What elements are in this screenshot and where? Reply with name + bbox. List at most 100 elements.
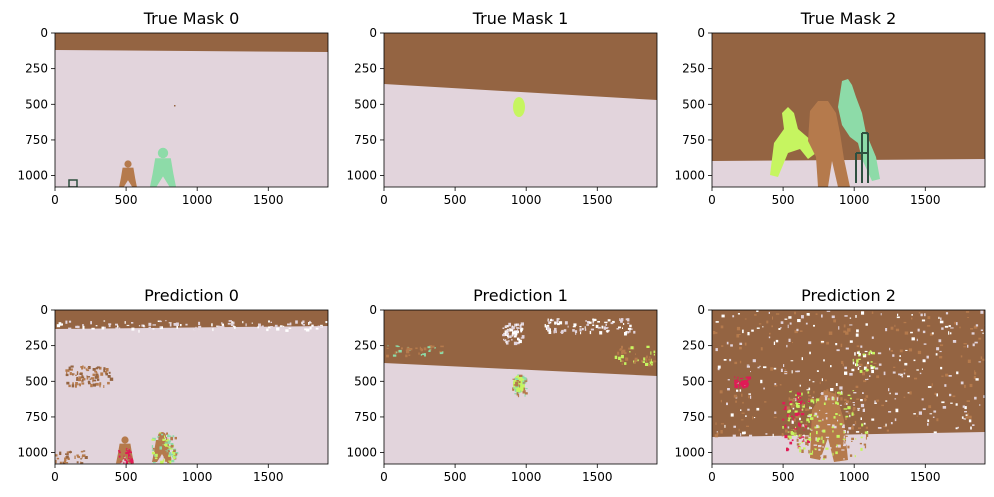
- false-negative-patch: [627, 318, 630, 322]
- background-noise: [911, 317, 913, 320]
- background-noise: [727, 388, 730, 391]
- background-noise: [716, 432, 719, 435]
- background-noise: [921, 319, 926, 322]
- background-noise: [892, 371, 896, 374]
- pred-player-lime: [801, 408, 804, 411]
- boundary-noise: [618, 357, 620, 360]
- pred-cluster-noise: [853, 404, 855, 406]
- background-noise: [916, 369, 919, 371]
- pred-player-lime: [801, 441, 804, 444]
- false-negative-patch: [572, 329, 575, 332]
- pred-player-lime: [797, 436, 801, 438]
- corner-noise: [81, 455, 83, 459]
- background-noise: [735, 400, 737, 403]
- background-noise: [839, 386, 843, 390]
- false-negative-patch: [595, 324, 599, 328]
- false-positive-patch: [71, 384, 75, 388]
- background-noise: [966, 400, 970, 402]
- pred-player-noise: [522, 380, 526, 383]
- background-noise: [775, 339, 779, 343]
- background-noise: [856, 345, 860, 348]
- background-noise: [963, 418, 966, 420]
- background-noise: [846, 430, 849, 434]
- pred-player-lime: [790, 429, 794, 431]
- corner-noise: [82, 454, 86, 457]
- background-noise: [939, 356, 943, 359]
- x-tick-label: 0: [708, 470, 716, 484]
- false-negative-patch: [573, 323, 577, 326]
- magenta-blob: [734, 381, 738, 384]
- pred-cluster-noise: [845, 411, 849, 413]
- false-positive-patch: [78, 376, 82, 378]
- pred-keeper-noise: [867, 361, 870, 365]
- background-noise: [973, 325, 978, 329]
- boundary-noise: [138, 325, 141, 327]
- magenta-blob: [737, 381, 740, 383]
- pred-player-lime: [787, 435, 790, 438]
- pred-cluster-noise: [864, 445, 867, 449]
- pred-cluster-noise: [822, 440, 825, 444]
- background-noise: [982, 332, 984, 334]
- background-noise: [852, 424, 855, 426]
- background-noise: [931, 383, 933, 387]
- false-negative-patch: [629, 329, 631, 333]
- boundary-noise: [179, 324, 182, 327]
- background-noise: [742, 431, 745, 435]
- pred-player-lime: [784, 435, 788, 439]
- background-noise: [950, 327, 954, 329]
- boundary-noise: [648, 356, 651, 358]
- pred-cluster-noise: [818, 410, 821, 413]
- boundary-noise: [622, 349, 626, 353]
- pred-cluster-noise: [851, 412, 854, 416]
- false-negative-patch: [597, 321, 600, 323]
- pred-player-lime: [793, 432, 797, 434]
- x-tick-label: 1000: [182, 470, 213, 484]
- pred-keeper-noise: [167, 461, 171, 464]
- background-noise: [806, 313, 810, 316]
- pred-player-lime: [796, 438, 799, 442]
- boundary-noise: [305, 328, 310, 332]
- pred-cluster-noise: [845, 417, 848, 420]
- magenta-blob: [746, 382, 749, 386]
- background-noise: [713, 331, 716, 335]
- false-negative-patch: [548, 328, 551, 332]
- pred-batter-noise: [120, 456, 122, 458]
- background-noise: [982, 358, 985, 361]
- pred-keeper-noise: [154, 454, 156, 457]
- background-noise: [939, 344, 944, 347]
- background-noise: [967, 317, 969, 318]
- background-noise: [970, 328, 974, 330]
- pred-batter-noise: [118, 450, 121, 452]
- false-positive-patch: [75, 374, 77, 376]
- panel-title: True Mask 1: [472, 9, 569, 28]
- false-positive-patch: [81, 376, 85, 378]
- pred-keeper-noise: [170, 436, 173, 441]
- false-negative-patch: [580, 331, 582, 335]
- x-tick-label: 1000: [511, 470, 542, 484]
- background-noise: [942, 406, 947, 409]
- corner-noise: [56, 457, 60, 460]
- pred-batter-noise: [124, 454, 128, 457]
- y-tick-label: 500: [25, 374, 48, 388]
- false-negative-patch: [601, 325, 604, 329]
- false-negative-patch: [606, 329, 609, 333]
- keeper: [838, 79, 880, 181]
- background-noise: [866, 363, 869, 368]
- pred-batter-noise: [118, 455, 121, 458]
- background-noise: [913, 359, 916, 362]
- background-noise: [840, 343, 843, 348]
- background-noise: [920, 313, 923, 317]
- pred-cluster-noise: [841, 390, 843, 394]
- pred-player-noise: [516, 380, 519, 382]
- background-noise: [894, 324, 896, 327]
- pred-player-lime: [782, 433, 784, 436]
- pred-batter-noise: [127, 457, 130, 460]
- player-lime: [770, 107, 816, 177]
- pred-player-noise: [514, 377, 518, 380]
- boundary-noise: [394, 351, 397, 354]
- false-negative-patch: [554, 327, 557, 331]
- background-noise: [956, 322, 958, 326]
- false-negative-patch: [516, 327, 520, 329]
- false-negative-patch: [550, 318, 552, 322]
- boundary-noise: [103, 320, 106, 322]
